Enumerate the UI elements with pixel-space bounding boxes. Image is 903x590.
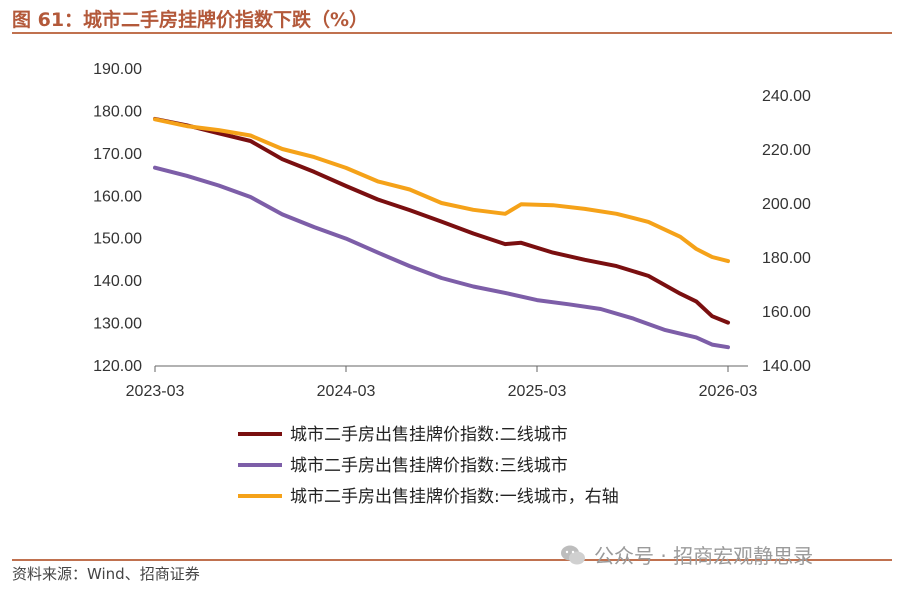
right-tick-label: 180.00: [762, 250, 811, 267]
series-lines: [153, 116, 730, 350]
right-tick-label: 240.00: [762, 88, 811, 105]
left-tick-label: 140.00: [93, 273, 142, 290]
left-tick-label: 120.00: [93, 358, 142, 375]
source-note: 资料来源：Wind、招商证券: [12, 565, 200, 583]
x-tick-label: 2025-03: [508, 383, 567, 400]
x-tick-label: 2024-03: [317, 383, 376, 400]
legend: 城市二手房出售挂牌价指数:二线城市城市二手房出售挂牌价指数:三线城市城市二手房出…: [238, 425, 619, 507]
x-tick-label: 2023-03: [126, 383, 185, 400]
series-line-2: [153, 117, 730, 264]
left-tick-label: 190.00: [93, 61, 142, 78]
legend-label-0: 城市二手房出售挂牌价指数:二线城市: [290, 425, 568, 445]
right-tick-label: 140.00: [762, 358, 811, 375]
left-tick-label: 170.00: [93, 146, 142, 163]
left-tick-label: 130.00: [93, 316, 142, 333]
left-tick-label: 150.00: [93, 231, 142, 248]
title-rule: [12, 32, 892, 34]
right-tick-label: 200.00: [762, 196, 811, 213]
line-chart: 120.00 130.00 140.00 150.00 160.00 170.00 180.…: [93, 61, 811, 507]
right-tick-label: 160.00: [762, 304, 811, 321]
chart-title: 图 61：城市二手房挂牌价指数下跌（%）: [12, 9, 369, 31]
watermark-text: 公众号 · 招商宏观静思录: [594, 544, 814, 568]
right-tick-label: 220.00: [762, 142, 811, 159]
series-line-0: [153, 116, 730, 325]
left-axis-ticks: 120.00 130.00 140.00 150.00 160.00 170.00 180.…: [93, 61, 142, 375]
left-tick-label: 160.00: [93, 188, 142, 205]
legend-label-2: 城市二手房出售挂牌价指数:一线城市，右轴: [290, 487, 619, 507]
x-tick-label: 2026-03: [699, 383, 758, 400]
wechat-icon: [561, 545, 585, 564]
legend-label-1: 城市二手房出售挂牌价指数:三线城市: [290, 456, 568, 476]
right-axis-ticks: 140.00 160.00 180.00 200.00 220.00 240.00: [762, 88, 811, 375]
footer-rule: [12, 559, 892, 561]
series-line-1: [153, 165, 730, 350]
x-axis: 2023-03 2024-03 2025-03 2026-03: [126, 365, 758, 400]
watermark: 公众号 · 招商宏观静思录: [560, 540, 813, 569]
left-tick-label: 180.00: [93, 103, 142, 120]
